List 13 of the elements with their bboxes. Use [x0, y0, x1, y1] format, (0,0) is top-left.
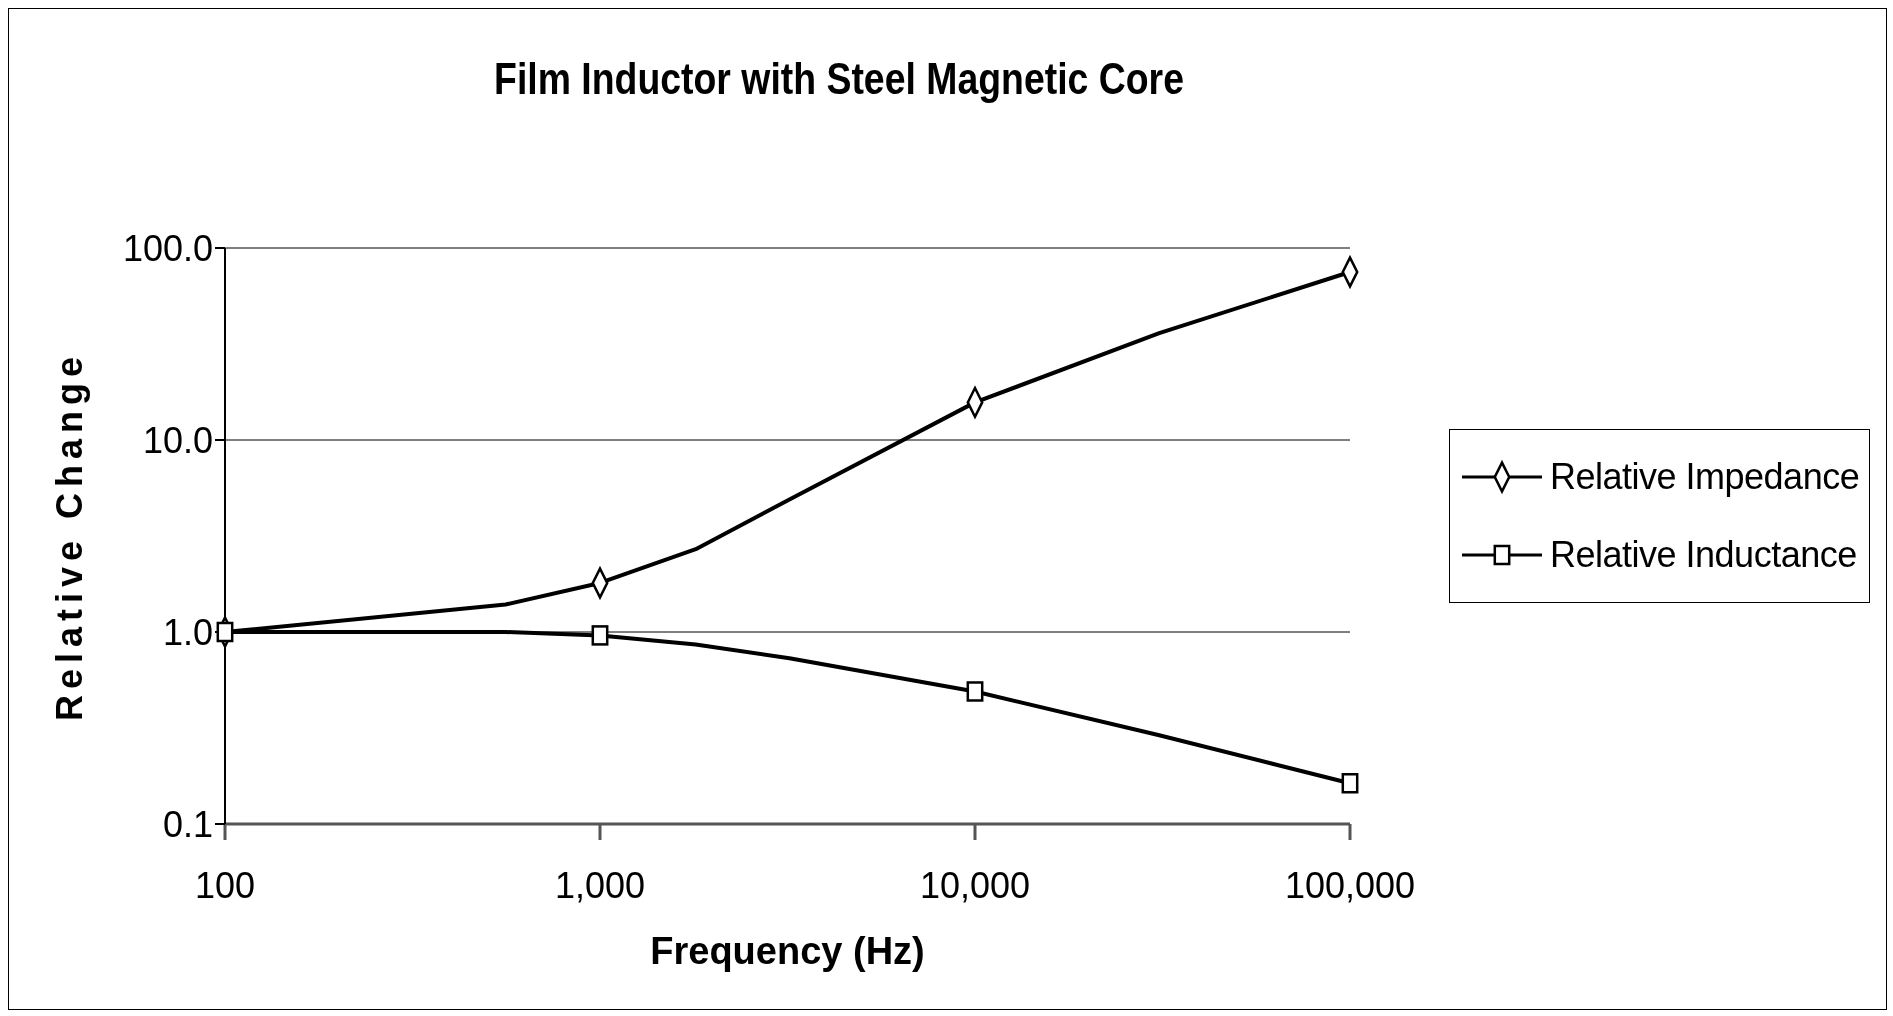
- x-tick-label: 10,000: [919, 864, 1031, 906]
- y-tick-label: 10.0: [142, 419, 213, 461]
- y-axis-title: Relative Change: [48, 350, 90, 722]
- legend-label: Relative Inductance: [1550, 534, 1857, 576]
- x-tick-label: 1,000: [554, 864, 646, 906]
- x-tick-label: 100: [194, 864, 256, 906]
- chart-title: Film Inductor with Steel Magnetic Core: [493, 54, 1185, 104]
- y-tick-label: 0.1: [162, 803, 213, 845]
- x-axis-title: Frequency (Hz): [650, 930, 925, 972]
- y-tick-label: 100.0: [122, 227, 213, 269]
- x-tick-label: 100,000: [1284, 864, 1416, 906]
- y-tick-label: 1.0: [162, 611, 213, 653]
- legend-label: Relative Impedance: [1550, 456, 1860, 498]
